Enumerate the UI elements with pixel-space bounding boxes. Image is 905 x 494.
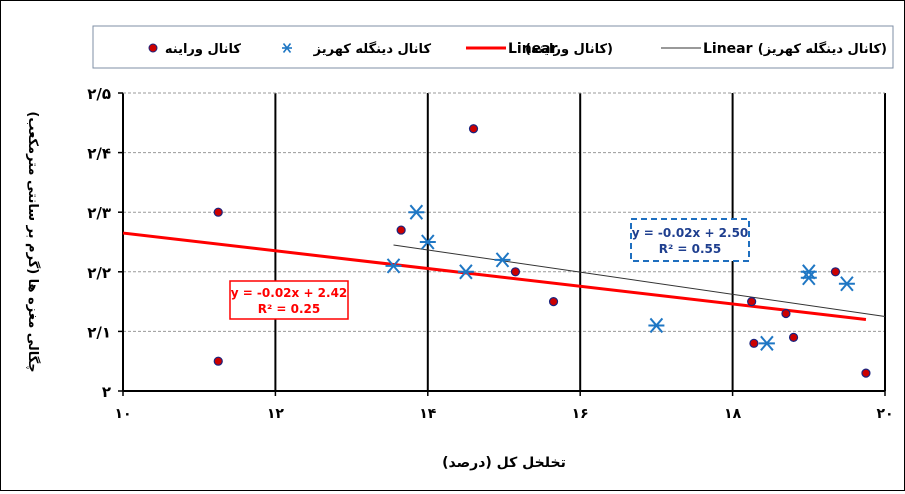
y-axis-title: چگالی مغزه ها (گرم بر سانتی مترمکعب) xyxy=(25,111,41,372)
y-tick-label: ۲/۴ xyxy=(87,145,111,163)
data-point-circle xyxy=(747,297,757,307)
legend-label-linear-2-series: (کانال دینگله کهریز) xyxy=(758,41,887,57)
y-tick-label: ۲/۲ xyxy=(87,264,111,282)
data-point-asterisk xyxy=(457,264,474,280)
data-point-circle xyxy=(396,225,406,235)
data-point-circle xyxy=(468,124,479,134)
legend-label-series-1: کانال وراینه xyxy=(165,42,242,57)
asterisk-stroke xyxy=(802,270,816,286)
asterisk-stroke xyxy=(840,276,854,292)
trendline-black xyxy=(393,244,886,317)
x-axis-title: تخلخل کل (درصد) xyxy=(442,455,566,471)
data-point-circle xyxy=(788,332,799,342)
data-point-asterisk xyxy=(758,335,775,351)
x-tick-label: ۱۴ xyxy=(419,406,437,422)
equation-blue-text: y = -0.02x + 2.50 xyxy=(632,226,749,240)
legend-label-linear-2: Linear xyxy=(703,41,753,57)
legend: کانال وراینه کانال دینگله کهریز Linear (… xyxy=(92,25,894,69)
asterisk-stroke xyxy=(386,258,401,274)
x-tick-label: ۱۶ xyxy=(572,406,589,422)
x-tick-label: ۱۰ xyxy=(114,406,131,422)
data-point-asterisk xyxy=(494,252,511,268)
x-tick-label: ۲۰ xyxy=(876,406,893,422)
x-tick-label: ۱۲ xyxy=(267,406,285,422)
data-point-asterisk xyxy=(838,276,855,292)
equation-box-red: y = -0.02x + 2.42 R² = 0.25 xyxy=(229,280,349,320)
trendlines xyxy=(122,231,886,321)
legend-label-linear-1: Linear xyxy=(508,41,558,57)
data-point-circle xyxy=(213,207,223,217)
equation-red-text: y = -0.02x + 2.42 xyxy=(231,286,348,300)
asterisk-stroke xyxy=(649,317,664,334)
asterisk-stroke xyxy=(802,264,816,280)
legend-marker-circle xyxy=(148,43,158,53)
asterisk-stroke xyxy=(760,335,774,351)
trendline-red xyxy=(122,231,867,321)
data-point-circle xyxy=(861,368,871,378)
data-point-asterisk xyxy=(800,270,817,286)
data-point-circle xyxy=(213,356,223,366)
data-point-circle xyxy=(830,267,841,277)
asterisk-stroke xyxy=(421,234,435,250)
asterisk-stroke xyxy=(459,264,473,280)
equation-blue-r2: R² = 0.55 xyxy=(659,242,722,256)
legend-marker-asterisk xyxy=(282,43,292,53)
y-tick-label: ۲/۵ xyxy=(87,85,111,103)
legend-label-linear-1-series: (کانال وراینه) xyxy=(525,42,613,57)
y-tick-label: ۲/۱ xyxy=(87,323,111,341)
equation-box-red-frame xyxy=(229,280,349,320)
data-point-asterisk xyxy=(419,234,436,250)
data-point-asterisk xyxy=(648,317,665,334)
data-point-circle xyxy=(781,308,791,319)
y-tick-label: ۲/۳ xyxy=(87,204,111,222)
data-point-asterisk xyxy=(385,258,402,274)
tick-labels: ۱۰ ۱۲ ۱۴ ۱۶ ۱۸ ۲۰ ۲ ۲/۱ ۲/۲ ۲/۳ ۲/۴ ۲/۵ xyxy=(87,85,893,422)
asterisk-stroke xyxy=(495,252,510,268)
data-point-circle xyxy=(749,338,759,348)
data-point-circle xyxy=(548,297,559,307)
asterisk-stroke xyxy=(409,204,424,220)
axes xyxy=(118,92,886,396)
equation-red-r2: R² = 0.25 xyxy=(258,302,321,316)
data-point-asterisk xyxy=(408,204,425,220)
data-points xyxy=(213,124,871,378)
legend-label-series-2: کانال دینگله کهریز xyxy=(313,41,432,57)
y-tick-label: ۲ xyxy=(102,383,111,401)
equation-box-blue-frame xyxy=(630,218,750,262)
x-tick-label: ۱۸ xyxy=(724,406,742,422)
equation-box-blue: y = -0.02x + 2.50 R² = 0.55 xyxy=(630,218,750,262)
data-point-circle xyxy=(510,267,521,277)
